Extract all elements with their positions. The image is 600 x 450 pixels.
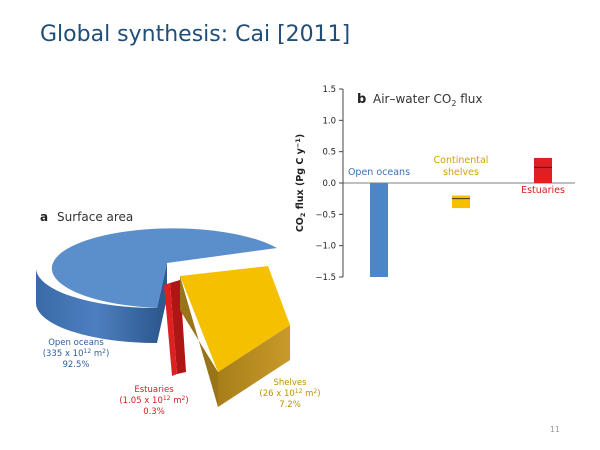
pie-title: Surface area bbox=[57, 210, 133, 224]
y-tick-label: −0.5 bbox=[315, 210, 336, 220]
pie-slice-estuaries bbox=[164, 280, 186, 376]
bar-panel-letter: b bbox=[357, 92, 366, 107]
bar-title: Air–water CO2 flux bbox=[373, 92, 483, 108]
pie-label-shelves-area: (26 x 1012 m2) bbox=[259, 388, 320, 399]
pie-label-open-oceans-percent: 92.5% bbox=[62, 360, 89, 370]
category-label-continental-shelves: Continental bbox=[434, 155, 489, 166]
pie-label-estuaries-name: Estuaries bbox=[134, 385, 174, 395]
category-label-continental-shelves: shelves bbox=[443, 167, 479, 178]
bar-continental-shelves bbox=[452, 195, 470, 209]
category-label-estuaries: Estuaries bbox=[521, 185, 565, 196]
bar-estuaries bbox=[534, 157, 552, 183]
slide-title: Global synthesis: Cai [2011] bbox=[40, 22, 351, 47]
pie-label-open-oceans-area: (335 x 1012 m2) bbox=[43, 348, 110, 359]
pie-label-estuaries-area: (1.05 x 1012 m2) bbox=[119, 395, 188, 406]
pie-label-shelves-name: Shelves bbox=[273, 378, 307, 388]
bar-series bbox=[370, 157, 552, 277]
bar-y-ticks: 1.5 1.0 0.5 0.0 −0.5 −1.0 −1.5 bbox=[315, 85, 343, 283]
pie-label-shelves: Shelves (26 x 1012 m2) 7.2% bbox=[259, 378, 320, 410]
bar-open-oceans bbox=[370, 183, 388, 277]
pie-label-estuaries-percent: 0.3% bbox=[143, 407, 165, 417]
y-tick-label: 1.0 bbox=[322, 116, 336, 126]
pie-panel: a Surface area Open oceans (335 x 1012 m… bbox=[36, 210, 321, 417]
pie-label-estuaries: Estuaries (1.05 x 1012 m2) 0.3% bbox=[119, 385, 188, 417]
y-tick-label: 1.5 bbox=[322, 85, 336, 95]
y-tick-label: 0.0 bbox=[322, 179, 336, 189]
pie-label-open-oceans-name: Open oceans bbox=[48, 338, 104, 348]
pie-slice-open-oceans bbox=[36, 228, 277, 343]
pie-slice-shelves bbox=[180, 266, 290, 407]
y-tick-label: −1.0 bbox=[315, 242, 336, 252]
pie-label-open-oceans: Open oceans (335 x 1012 m2) 92.5% bbox=[43, 338, 110, 370]
bar-panel: b Air–water CO2 flux CO2 flux (Pg C y−1)… bbox=[294, 85, 575, 283]
category-label-open-oceans: Open oceans bbox=[348, 167, 410, 178]
bar-ylabel: CO2 flux (Pg C y−1) bbox=[294, 134, 307, 232]
pie-panel-letter: a bbox=[40, 210, 48, 224]
y-tick-label: 0.5 bbox=[322, 148, 336, 158]
pie-label-shelves-percent: 7.2% bbox=[279, 400, 301, 410]
page-number: 11 bbox=[550, 425, 560, 434]
y-tick-label: −1.5 bbox=[315, 273, 336, 283]
